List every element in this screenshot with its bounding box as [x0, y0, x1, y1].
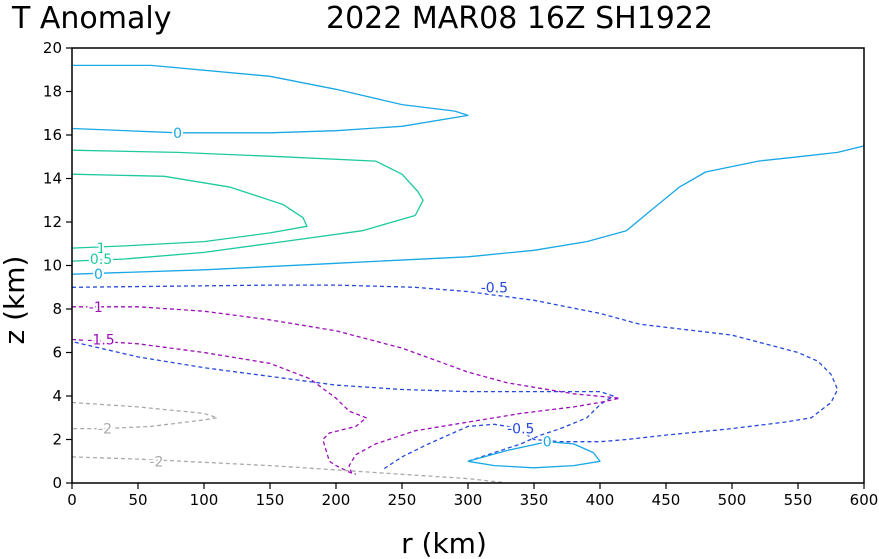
y-tick-label: 2 — [52, 431, 62, 449]
contour-label-10: -2 — [149, 454, 163, 470]
x-tick-label: 600 — [850, 491, 879, 509]
contour-line-6 — [72, 306, 621, 475]
x-axis: 0 50 100 150 200 250 300 350 400 450 500 550 600 — [67, 483, 878, 509]
contour-label-7: -1.5 — [87, 332, 114, 348]
contour-lines: 010.50-0.5-0.5-1-1.50-2-2 — [72, 64, 864, 483]
y-tick-label: 8 — [52, 300, 62, 318]
x-tick-label: 200 — [322, 491, 351, 509]
x-tick-label: 550 — [784, 491, 813, 509]
contour-line-10 — [72, 456, 508, 483]
y-tick-label: 6 — [52, 344, 62, 362]
x-tick-label: 50 — [128, 491, 147, 509]
contour-label-8: 0 — [543, 435, 552, 451]
x-tick-label: 150 — [256, 491, 285, 509]
y-tick-label: 12 — [43, 213, 62, 231]
contour-label-2: 0.5 — [90, 252, 112, 268]
y-axis-title: z (km) — [0, 256, 31, 345]
y-tick-label: 10 — [43, 257, 62, 275]
contour-line-8 — [467, 441, 601, 469]
x-tick-label: 450 — [652, 491, 681, 509]
x-tick-label: 500 — [718, 491, 747, 509]
contour-line-0 — [72, 64, 469, 134]
contour-line-7 — [72, 338, 368, 475]
x-tick-label: 300 — [454, 491, 483, 509]
contour-label-1: 1 — [97, 241, 106, 257]
x-tick-label: 250 — [388, 491, 417, 509]
contour-line-1 — [72, 173, 308, 249]
chart-title-run-info: 2022 MAR08 16Z SH1922 — [326, 1, 713, 36]
y-tick-label: 16 — [43, 126, 62, 144]
contour-label-5: -0.5 — [507, 422, 534, 438]
y-tick-label: 4 — [52, 387, 62, 405]
x-tick-label: 0 — [67, 491, 77, 509]
y-tick-label: 20 — [43, 39, 62, 57]
contour-label-4: -0.5 — [481, 280, 508, 296]
contour-label-0: 0 — [173, 126, 182, 142]
x-axis-title: r (km) — [401, 527, 487, 559]
contour-label-3: 0 — [94, 267, 103, 283]
contour-label-6: -1 — [89, 300, 103, 316]
contour-line-5 — [72, 340, 614, 462]
chart-title: T Anomaly — [11, 1, 171, 36]
plot-frame — [71, 47, 865, 484]
contour-label-9: -2 — [98, 422, 112, 438]
y-tick-label: 14 — [43, 170, 62, 188]
x-tick-label: 400 — [586, 491, 615, 509]
contour-line-3 — [72, 145, 864, 275]
x-tick-label: 100 — [190, 491, 219, 509]
contour-line-4 — [72, 284, 839, 471]
x-tick-label: 350 — [520, 491, 549, 509]
y-axis: 0 2 4 6 8 10 12 14 16 18 20 — [43, 39, 72, 492]
y-tick-label: 18 — [43, 83, 62, 101]
y-tick-label: 0 — [52, 474, 62, 492]
contour-line-9 — [72, 401, 218, 430]
contour-line-2 — [72, 149, 424, 262]
